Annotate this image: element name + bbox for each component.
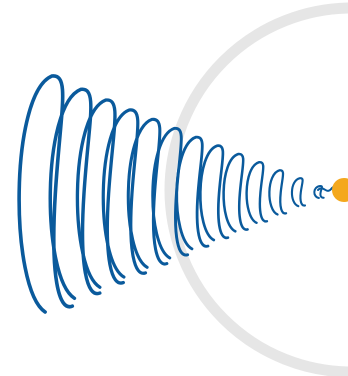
- spring-coil-5: [126, 117, 169, 269]
- spring-coil-3: [75, 98, 125, 289]
- spring-coil-4: [101, 108, 148, 279]
- spring-coil-8: [198, 144, 230, 242]
- spring-coil-2: [48, 87, 102, 301]
- spring-coil-10: [245, 161, 269, 224]
- spring-coil-9: [222, 152, 249, 233]
- spring-coil-6: [151, 126, 190, 260]
- spring-coil-13: [313, 185, 325, 199]
- ring-outline: [164, 2, 348, 376]
- spring-coil-12: [290, 177, 307, 208]
- spring-coils: [17, 74, 344, 314]
- spring-coil-7: [175, 135, 210, 251]
- spring-coil-1: [17, 74, 75, 314]
- endpoint-dot: [332, 178, 348, 202]
- spring-coil-11: [268, 169, 288, 216]
